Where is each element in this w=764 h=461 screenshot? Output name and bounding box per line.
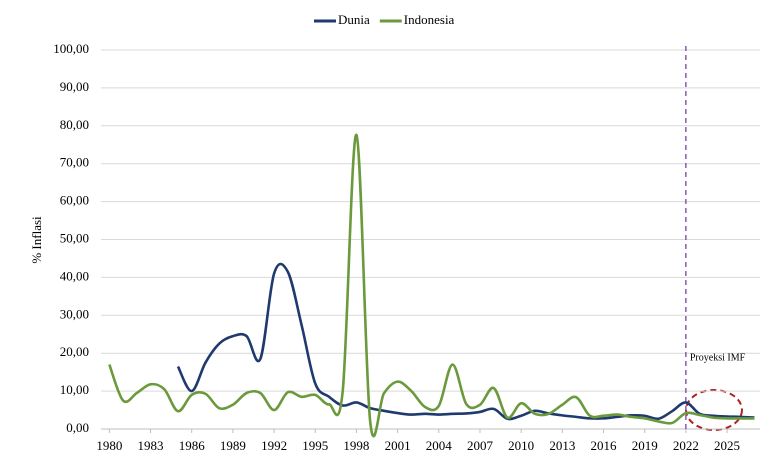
y-tick-label: 90,00 — [60, 79, 89, 94]
y-tick-label: 40,00 — [60, 268, 89, 283]
y-tick-label: 30,00 — [60, 306, 89, 321]
y-axis-label: % Inflasi — [29, 216, 44, 264]
x-tick-label: 2019 — [632, 438, 658, 453]
y-tick-label: 60,00 — [60, 193, 89, 208]
x-tick-label: 1992 — [261, 438, 287, 453]
x-tick-label: 1986 — [179, 438, 206, 453]
series-line — [108, 133, 755, 438]
y-tick-label: 0,00 — [66, 420, 89, 435]
y-tick-label: 100,00 — [53, 41, 89, 56]
annotation: Proyeksi IMF — [690, 352, 746, 363]
x-tick-label: 2025 — [714, 438, 740, 453]
y-tick-label: 10,00 — [60, 382, 89, 397]
x-tick-label: 2016 — [591, 438, 618, 453]
legend-label: Indonesia — [404, 12, 455, 27]
x-tick-label: 1989 — [220, 438, 246, 453]
x-tick-label: 2010 — [508, 438, 534, 453]
legend-label: Dunia — [338, 12, 370, 27]
y-tick-label: 70,00 — [60, 155, 89, 170]
x-tick-label: 1983 — [138, 438, 164, 453]
x-tick-label: 2004 — [426, 438, 453, 453]
y-tick-label: 80,00 — [60, 117, 89, 132]
x-tick-label: 2007 — [467, 438, 494, 453]
x-tick-label: 2013 — [549, 438, 575, 453]
y-tick-label: 50,00 — [60, 230, 89, 245]
x-tick-label: 1995 — [302, 438, 328, 453]
x-tick-label: 1998 — [343, 438, 369, 453]
x-tick-label: 2022 — [673, 438, 699, 453]
x-tick-label: 1980 — [96, 438, 122, 453]
x-tick-label: 2001 — [385, 438, 411, 453]
series-line — [176, 262, 755, 421]
y-tick-label: 20,00 — [60, 344, 89, 359]
